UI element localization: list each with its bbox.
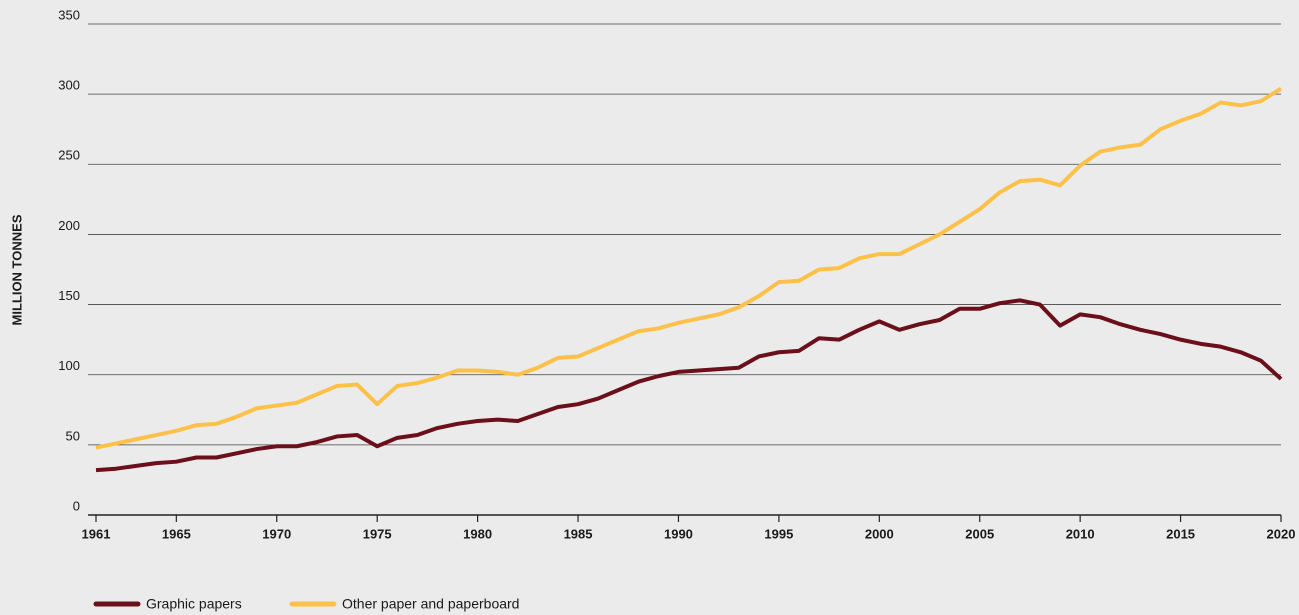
x-tick-label: 1995 xyxy=(764,526,793,541)
x-tick-label: 2010 xyxy=(1066,526,1095,541)
x-tick-label: 2020 xyxy=(1267,526,1296,541)
legend-label: Graphic papers xyxy=(146,596,242,612)
x-tick-label: 1975 xyxy=(363,526,392,541)
x-tick-label: 2000 xyxy=(865,526,894,541)
y-tick-label: 200 xyxy=(58,218,80,233)
y-tick-label: 250 xyxy=(58,148,80,163)
y-tick-label: 0 xyxy=(73,498,80,513)
x-tick-label: 1961 xyxy=(82,526,111,541)
x-tick-label: 1970 xyxy=(262,526,291,541)
y-tick-label: 150 xyxy=(58,288,80,303)
x-tick-label: 2015 xyxy=(1166,526,1195,541)
x-tick-label: 1985 xyxy=(564,526,593,541)
y-tick-label: 300 xyxy=(58,78,80,93)
legend-label: Other paper and paperboard xyxy=(342,596,519,612)
y-tick-label: 350 xyxy=(58,7,80,22)
y-axis-label: MILLION TONNES xyxy=(9,214,24,325)
y-tick-label: 50 xyxy=(66,428,80,443)
x-tick-label: 1965 xyxy=(162,526,191,541)
x-tick-label: 1980 xyxy=(463,526,492,541)
line-series xyxy=(95,86,1283,450)
x-tick-label: 2005 xyxy=(965,526,994,541)
line-series xyxy=(95,298,1283,473)
y-tick-label: 100 xyxy=(58,358,80,373)
x-tick-label: 1990 xyxy=(664,526,693,541)
